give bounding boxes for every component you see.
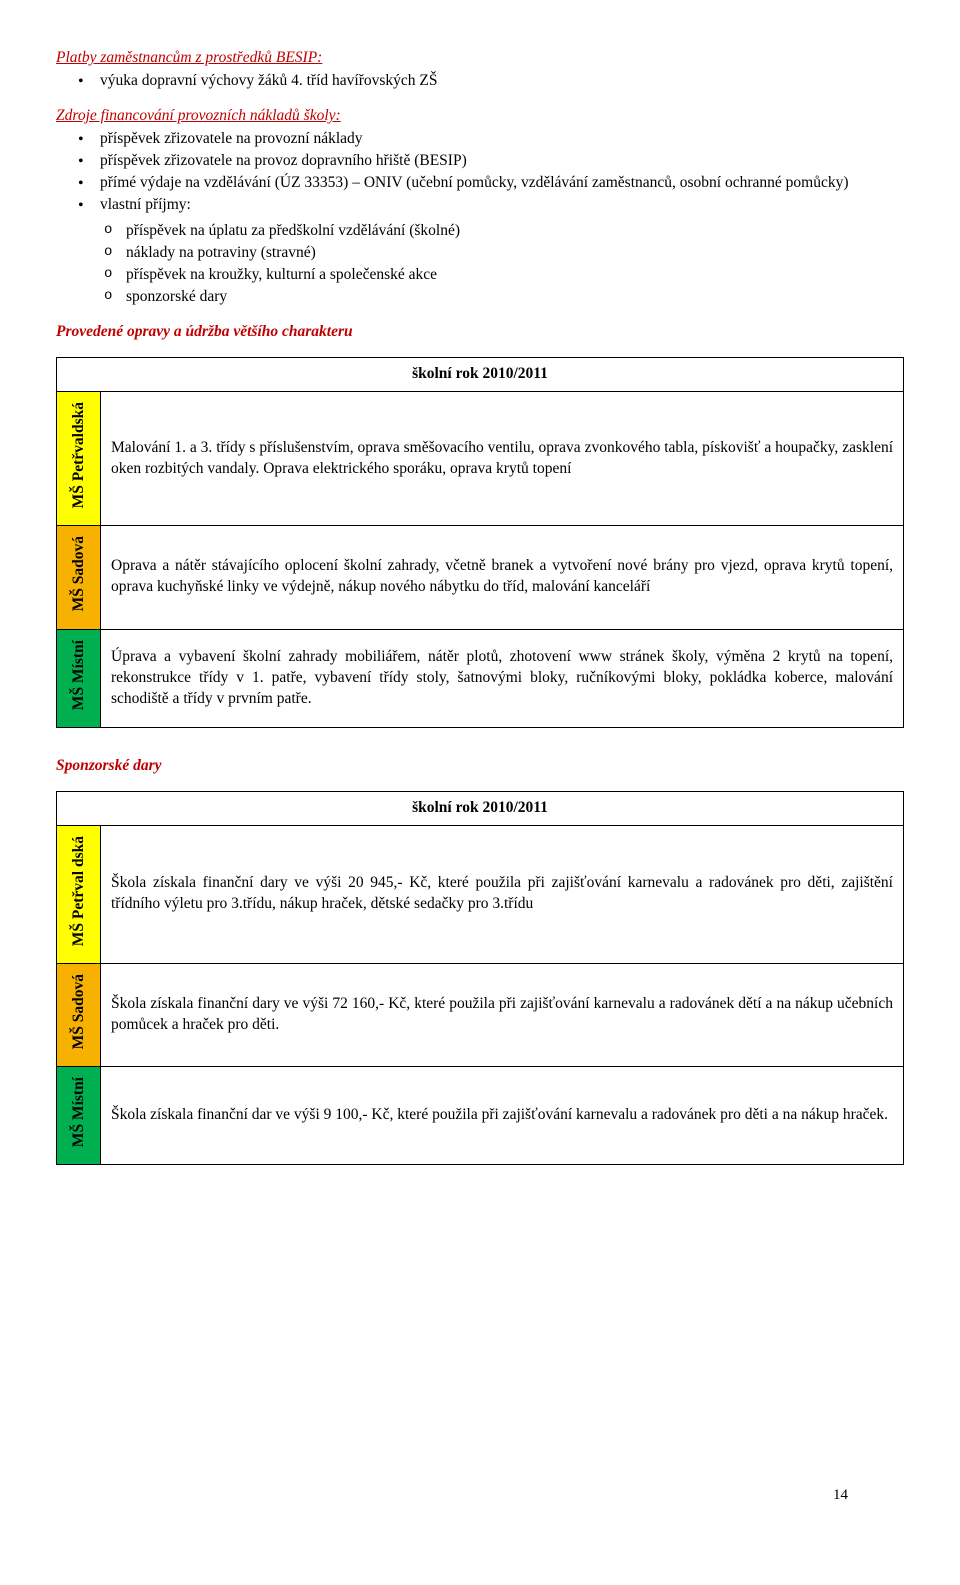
section2-list: příspěvek zřizovatele na provozní náklad…: [56, 129, 904, 216]
opravy-row-side: MŠ Petřvaldská: [57, 391, 101, 525]
page-number: 14: [833, 1485, 848, 1505]
sponzor-row-text: Škola získala finanční dary ve výši 20 9…: [101, 825, 904, 963]
list-item: příspěvek zřizovatele na provozní náklad…: [100, 129, 904, 150]
list-item: náklady na potraviny (stravné): [126, 243, 904, 264]
sponzor-year-head: školní rok 2010/2011: [57, 791, 904, 825]
sponzor-row-text: Škola získala finanční dary ve výši 72 1…: [101, 963, 904, 1066]
opravy-row-text: Oprava a nátěr stávajícího oplocení škol…: [101, 526, 904, 629]
list-item: vlastní příjmy:: [100, 195, 904, 216]
opravy-row-side: MŠ Místní: [57, 629, 101, 727]
section2-title: Zdroje financování provozních nákladů šk…: [56, 107, 341, 124]
list-item: přímé výdaje na vzdělávání (ÚZ 33353) – …: [100, 173, 904, 194]
opravy-row-text: Úprava a vybavení školní zahrady mobiliá…: [101, 629, 904, 727]
sponzor-heading: Sponzorské dary: [56, 757, 162, 774]
section1-list: výuka dopravní výchovy žáků 4. tříd haví…: [56, 71, 904, 92]
opravy-table: školní rok 2010/2011 MŠ Petřvaldská Malo…: [56, 357, 904, 728]
list-item: sponzorské dary: [126, 287, 904, 308]
sponzor-table: školní rok 2010/2011 MŠ Petřval dská Ško…: [56, 791, 904, 1165]
section2-sublist: příspěvek na úplatu za předškolní vzdělá…: [56, 221, 904, 308]
list-item: příspěvek na úplatu za předškolní vzdělá…: [126, 221, 904, 242]
opravy-heading: Provedené opravy a údržba většího charak…: [56, 323, 353, 340]
list-item: příspěvek zřizovatele na provoz dopravní…: [100, 151, 904, 172]
sponzor-row-side: MŠ Petřval dská: [57, 825, 101, 963]
list-item: výuka dopravní výchovy žáků 4. tříd haví…: [100, 71, 904, 92]
opravy-row-text: Malování 1. a 3. třídy s příslušenstvím,…: [101, 391, 904, 525]
sponzor-row-side: MŠ Sadová: [57, 963, 101, 1066]
section1-title: Platby zaměstnancům z prostředků BESIP:: [56, 49, 322, 66]
list-item: příspěvek na kroužky, kulturní a společe…: [126, 265, 904, 286]
opravy-year-head: školní rok 2010/2011: [57, 358, 904, 392]
sponzor-row-text: Škola získala finanční dar ve výši 9 100…: [101, 1066, 904, 1164]
opravy-row-side: MŠ Sadová: [57, 526, 101, 629]
sponzor-row-side: MŠ Místní: [57, 1066, 101, 1164]
